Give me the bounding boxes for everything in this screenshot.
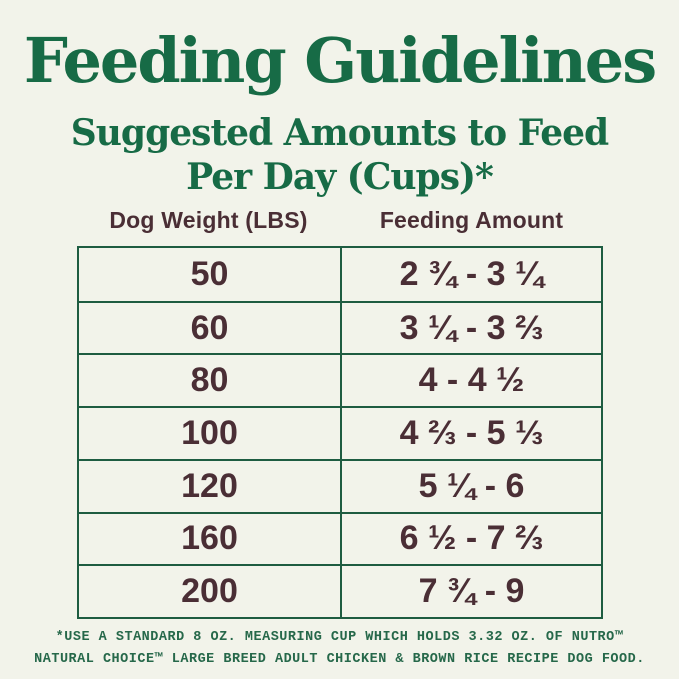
amount-cell: 6 ½ - 7 ⅔ — [340, 511, 601, 565]
subtitle-line-2: Per Day (Cups)* — [186, 155, 494, 198]
amount-cell: 7 ¾ - 9 — [340, 564, 601, 617]
page-title: Feeding Guidelines — [23, 24, 657, 97]
weight-cell: 50 — [190, 254, 229, 293]
weight-cell: 160 — [79, 511, 340, 565]
weight-cell: 80 — [79, 353, 340, 406]
weight-cell: 120 — [79, 458, 340, 512]
amount-cell: 4 ⅔ - 5 ⅓ — [340, 406, 601, 459]
footnote-line-2: NATURAL CHOICE™ LARGE BREED ADULT CHICKE… — [34, 651, 645, 667]
page-subtitle: Suggested Amounts to Feed Per Day (Cups)… — [0, 112, 679, 200]
column-header-dog-weight: Dog Weight (LBS) — [109, 207, 308, 233]
weight-cell: 100 — [79, 406, 340, 459]
amount-cell: 4 - 4 ½ — [340, 353, 601, 407]
footnote-line-1: *USE A STANDARD 8 OZ. MEASURING CUP WHIC… — [55, 630, 624, 645]
measuring-cup-footnote: *USE A STANDARD 8 OZ. MEASURING CUP WHIC… — [0, 627, 679, 670]
amount-cell: 5 ¼ - 6 — [340, 458, 601, 512]
amount-cell: 3 ¼ - 3 ⅔ — [340, 300, 601, 354]
weight-cell: 200 — [79, 564, 340, 617]
subtitle-line-1: Suggested Amounts to Feed — [70, 112, 609, 154]
feeding-guidelines-table: 50 2 ¾ - 3 ¼ 60 3 ¼ - 3 ⅔ 80 4 - 4 ½ 100… — [77, 246, 603, 619]
column-header-feeding-amount: Feeding Amount — [379, 207, 564, 233]
amount-cell: 2 ¾ - 3 ¼ — [340, 248, 601, 301]
table-column-headers: Dog Weight (LBS) Feeding Amount — [77, 207, 603, 234]
weight-cell: 60 — [79, 300, 340, 354]
